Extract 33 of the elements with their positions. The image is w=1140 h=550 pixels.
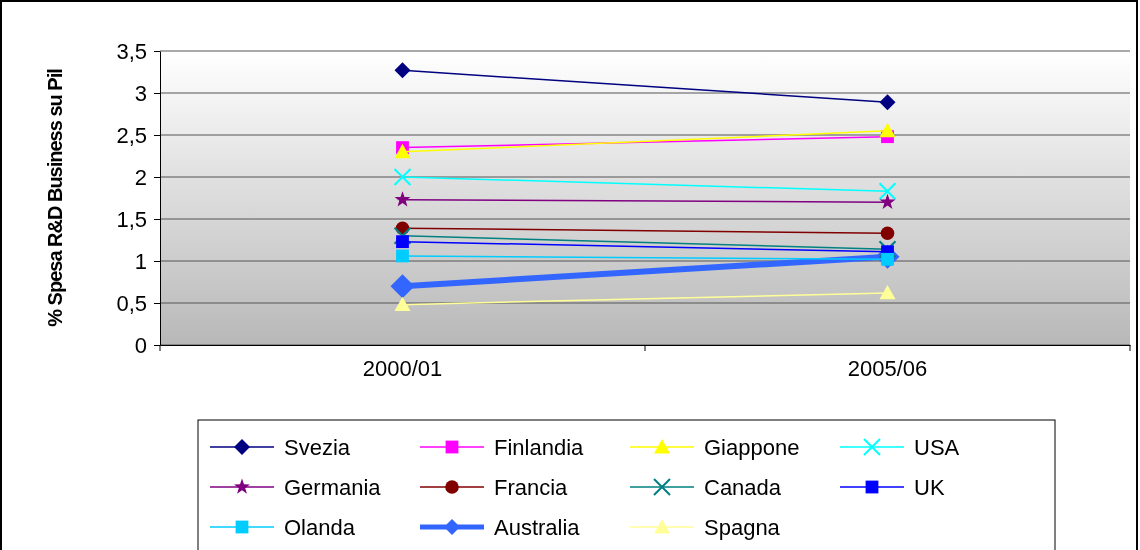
point xyxy=(394,62,411,79)
y-axis-title: % Spesa R&D Business su Pil xyxy=(44,68,66,327)
point xyxy=(396,249,409,263)
y-tick-label: 2,5 xyxy=(116,122,147,148)
point xyxy=(880,226,895,241)
legend-label: UK xyxy=(914,475,945,500)
point xyxy=(879,94,896,111)
point xyxy=(879,193,896,209)
y-tick-label: 1,5 xyxy=(116,206,147,232)
y-tick-label: 2 xyxy=(134,164,147,190)
point xyxy=(393,226,412,245)
y-tick-label: 0 xyxy=(134,332,147,358)
x-tick-label: 2000/01 xyxy=(362,356,443,381)
point xyxy=(393,168,412,186)
legend-label: Spagna xyxy=(704,515,781,540)
x-tick-label: 2005/06 xyxy=(847,356,928,381)
legend-label: USA xyxy=(914,435,960,460)
y-tick-label: 0,5 xyxy=(116,290,147,316)
legend-label: Australia xyxy=(494,515,581,540)
legend-label: Svezia xyxy=(284,435,351,460)
y-tick-label: 1 xyxy=(134,248,147,274)
legend-label: Germania xyxy=(284,475,382,500)
legend-label: Olanda xyxy=(284,515,356,540)
legend-label: Finlandia xyxy=(494,435,585,460)
point xyxy=(878,182,897,201)
legend-label: Giappone xyxy=(704,435,800,460)
legend-label: Canada xyxy=(704,475,782,500)
legend-label: Francia xyxy=(494,475,569,500)
y-tick-label: 3,5 xyxy=(116,38,147,64)
y-tick-label: 3 xyxy=(134,80,147,106)
point xyxy=(396,235,409,249)
point xyxy=(394,191,411,207)
point xyxy=(390,274,415,299)
